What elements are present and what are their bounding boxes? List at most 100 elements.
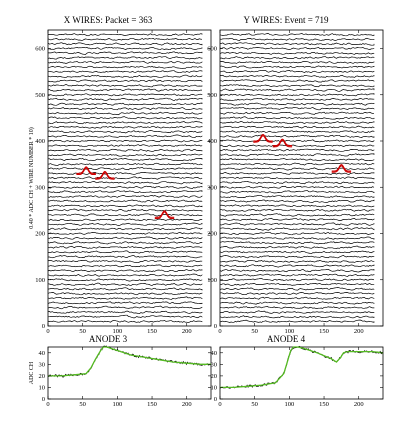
anode-4-plot-frame xyxy=(219,346,384,400)
wire-trace xyxy=(47,37,203,41)
wire-trace xyxy=(47,236,203,240)
x-wires-title: X WIRES: Packet = 363 xyxy=(64,15,153,25)
signal-pulse xyxy=(76,166,96,174)
wire-trace xyxy=(47,111,203,116)
x-tick-label: 50 xyxy=(79,328,86,335)
wire-trace xyxy=(47,245,203,249)
wire-trace xyxy=(47,47,203,51)
wire-trace xyxy=(219,61,375,64)
signal-pulse xyxy=(76,167,96,176)
y-tick-label: 300 xyxy=(35,184,45,191)
signal-pulse xyxy=(331,165,352,173)
y-tick-label: 10 xyxy=(211,385,218,392)
wire-trace xyxy=(219,264,375,268)
wire-trace xyxy=(47,176,203,180)
wire-trace xyxy=(219,93,375,97)
x-tick-label: 100 xyxy=(112,401,122,408)
wire-trace xyxy=(219,139,375,143)
wire-trace xyxy=(219,116,375,120)
wire-trace xyxy=(219,148,375,152)
wire-trace xyxy=(219,144,375,148)
wire-trace xyxy=(219,283,375,286)
anode-3-y-axis-label: ADC CH xyxy=(29,361,35,384)
anode-raw-trace xyxy=(219,345,383,389)
wire-trace xyxy=(48,255,203,259)
x-tick-label: 100 xyxy=(284,328,294,335)
y-tick-label: 0 xyxy=(214,396,217,403)
wire-trace xyxy=(47,204,203,208)
x-tick-label: 50 xyxy=(251,328,258,335)
anode-4-axes: 0 50 100 150 200 0 10 20 30 40 xyxy=(211,347,383,408)
wire-trace xyxy=(47,120,203,125)
wire-trace xyxy=(219,84,375,88)
wire-trace xyxy=(48,65,203,69)
wire-trace xyxy=(219,65,375,69)
wire-trace xyxy=(47,181,203,185)
wire-trace xyxy=(219,319,375,323)
y-wires-traces xyxy=(219,33,375,323)
wire-trace xyxy=(220,162,375,166)
wire-trace xyxy=(220,125,375,129)
wire-trace xyxy=(47,208,203,212)
wire-trace xyxy=(219,250,375,254)
y-tick-label: 20 xyxy=(211,373,218,380)
wire-trace xyxy=(47,301,203,305)
y-tick-label: 200 xyxy=(35,231,45,238)
wire-trace xyxy=(47,195,203,198)
x-tick-label: 100 xyxy=(112,328,122,335)
wire-trace xyxy=(219,88,375,92)
wire-trace xyxy=(47,292,203,296)
wire-trace xyxy=(219,74,375,78)
wire-trace xyxy=(219,33,375,37)
y-tick-label: 400 xyxy=(207,138,217,145)
wire-trace xyxy=(219,153,375,157)
wire-trace xyxy=(47,74,203,78)
wire-trace xyxy=(219,47,375,50)
wire-trace xyxy=(219,236,375,240)
y-wires-plot-frame xyxy=(219,29,384,327)
x-tick-label: 200 xyxy=(354,401,364,408)
y-tick-label: 100 xyxy=(35,277,45,284)
wire-trace xyxy=(47,56,203,60)
signal-pulse xyxy=(95,170,115,179)
wire-trace xyxy=(47,269,203,273)
wire-trace xyxy=(219,231,375,236)
signal-pulse xyxy=(331,164,352,172)
wire-trace xyxy=(219,310,375,314)
x-wires-axes: 0 50 100 150 200 0 100 200 300 400 500 600 xyxy=(35,30,211,335)
y-tick-label: 20 xyxy=(39,373,46,380)
wire-trace xyxy=(219,217,375,222)
anode-fit-line xyxy=(220,346,384,389)
wire-trace xyxy=(219,42,375,46)
x-tick-label: 150 xyxy=(319,401,329,408)
wire-trace xyxy=(47,218,203,222)
wire-trace xyxy=(219,121,375,124)
wire-trace xyxy=(219,51,375,55)
signal-pulse xyxy=(253,135,273,143)
wire-trace xyxy=(219,245,375,249)
wire-trace xyxy=(47,157,203,162)
wire-trace xyxy=(219,111,375,115)
wire-trace xyxy=(48,125,203,129)
x-wires-pulses xyxy=(76,166,175,220)
wire-trace xyxy=(47,42,203,46)
wire-trace xyxy=(47,241,203,245)
wire-trace xyxy=(219,259,375,263)
y-tick-label: 10 xyxy=(39,385,46,392)
signal-pulse xyxy=(272,139,293,148)
wire-trace xyxy=(48,70,203,74)
x-tick-label: 100 xyxy=(284,401,294,408)
wire-trace xyxy=(219,213,375,217)
y-wires-pulses xyxy=(253,133,352,173)
wire-trace xyxy=(219,204,375,208)
wire-trace xyxy=(47,232,203,235)
y-wires-axes: 0 50 100 150 200 0 100 200 300 400 500 600 xyxy=(207,30,383,335)
wire-trace xyxy=(47,259,203,264)
wire-trace xyxy=(219,296,375,300)
wire-trace xyxy=(219,227,375,231)
x-tick-label: 200 xyxy=(182,328,192,335)
wire-trace xyxy=(47,97,203,101)
y-tick-label: 0 xyxy=(42,396,45,403)
wire-trace xyxy=(47,278,203,282)
